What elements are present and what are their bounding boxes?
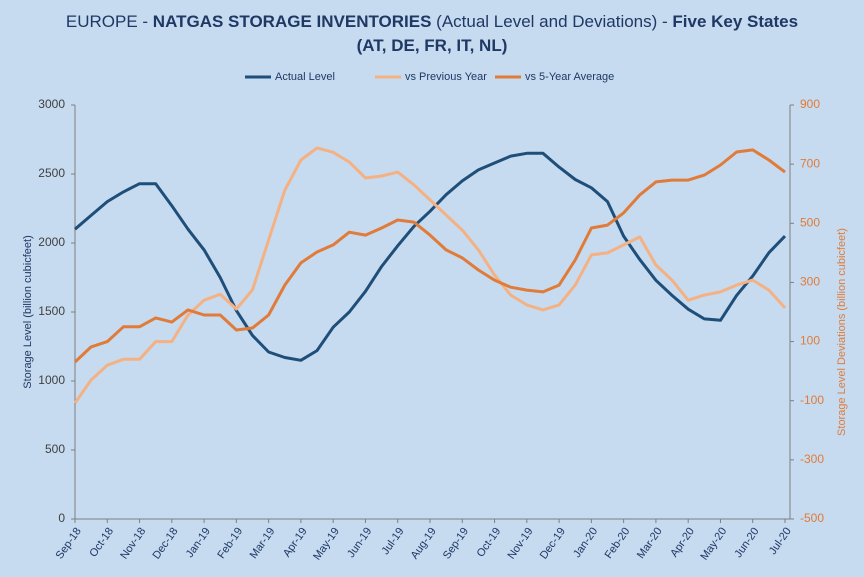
x-tick-label: Mar-19 xyxy=(248,526,278,561)
x-tick-label: Nov-19 xyxy=(505,526,535,562)
x-tick-label: Apr-19 xyxy=(281,526,310,560)
y-axis-label: Storage Level (billion cubicfeet) xyxy=(22,235,34,388)
y-tick-label: 3000 xyxy=(38,97,65,111)
x-tick-label: Apr-20 xyxy=(668,526,697,560)
x-tick-label: Sep-19 xyxy=(441,526,471,562)
legend-label: vs Previous Year xyxy=(405,71,487,83)
y-tick-label: 2000 xyxy=(38,235,65,249)
x-tick-label: Sep-18 xyxy=(54,526,84,562)
x-tick-label: Aug-19 xyxy=(409,526,439,562)
chart-title: EUROPE - NATGAS STORAGE INVENTORIES (Act… xyxy=(0,10,864,58)
y-tick-label: 2500 xyxy=(38,166,65,180)
series-line xyxy=(73,148,786,364)
x-tick-label: May-19 xyxy=(311,526,342,563)
y2-tick-label: -100 xyxy=(800,393,824,407)
x-tick-label: Dec-19 xyxy=(538,526,568,562)
title-part: NATGAS STORAGE INVENTORIES xyxy=(152,12,432,31)
y-tick-label: 1500 xyxy=(38,304,65,318)
x-tick-label: Jul-20 xyxy=(767,526,794,557)
x-tick-label: Oct-19 xyxy=(475,526,504,560)
y2-tick-label: 100 xyxy=(800,334,820,348)
x-tick-label: Dec-18 xyxy=(150,526,180,562)
x-tick-label: Jun-20 xyxy=(732,526,761,560)
y-tick-label: 1000 xyxy=(38,373,65,387)
x-tick-label: Jul-19 xyxy=(380,526,407,557)
title-part: Five Key States xyxy=(672,12,799,31)
series-line xyxy=(74,151,787,362)
legend-label: vs 5-Year Average xyxy=(525,71,614,83)
x-tick-label: Jan-20 xyxy=(571,526,600,560)
y-tick-label: 500 xyxy=(45,442,65,456)
x-tick-label: May-20 xyxy=(698,526,729,563)
x-tick-label: Jun-19 xyxy=(345,526,374,560)
legend-label: Actual Level xyxy=(275,71,335,83)
y2-tick-label: 700 xyxy=(800,156,820,170)
title-part: EUROPE - xyxy=(65,12,153,31)
title-part: (Actual Level and Deviations) - xyxy=(431,12,673,31)
x-tick-label: Jan-19 xyxy=(184,526,213,560)
x-tick-label: Oct-18 xyxy=(87,526,116,560)
y2-tick-label: -500 xyxy=(800,511,824,525)
series-line xyxy=(73,146,787,404)
chart-subtitle: (AT, DE, FR, IT, NL) xyxy=(356,36,508,55)
y2-tick-label: 900 xyxy=(800,97,820,111)
y2-tick-label: -300 xyxy=(800,452,824,466)
x-tick-label: Mar-20 xyxy=(635,526,665,561)
y-tick-label: 0 xyxy=(58,511,65,525)
y2-tick-label: 300 xyxy=(800,275,820,289)
x-tick-label: Nov-18 xyxy=(118,526,148,562)
x-tick-label: Feb-20 xyxy=(603,526,633,561)
x-tick-label: Feb-19 xyxy=(215,526,245,561)
y2-tick-label: 500 xyxy=(800,215,820,229)
y2-axis-label: Storage Level Deviations (billion cubicf… xyxy=(836,228,848,436)
